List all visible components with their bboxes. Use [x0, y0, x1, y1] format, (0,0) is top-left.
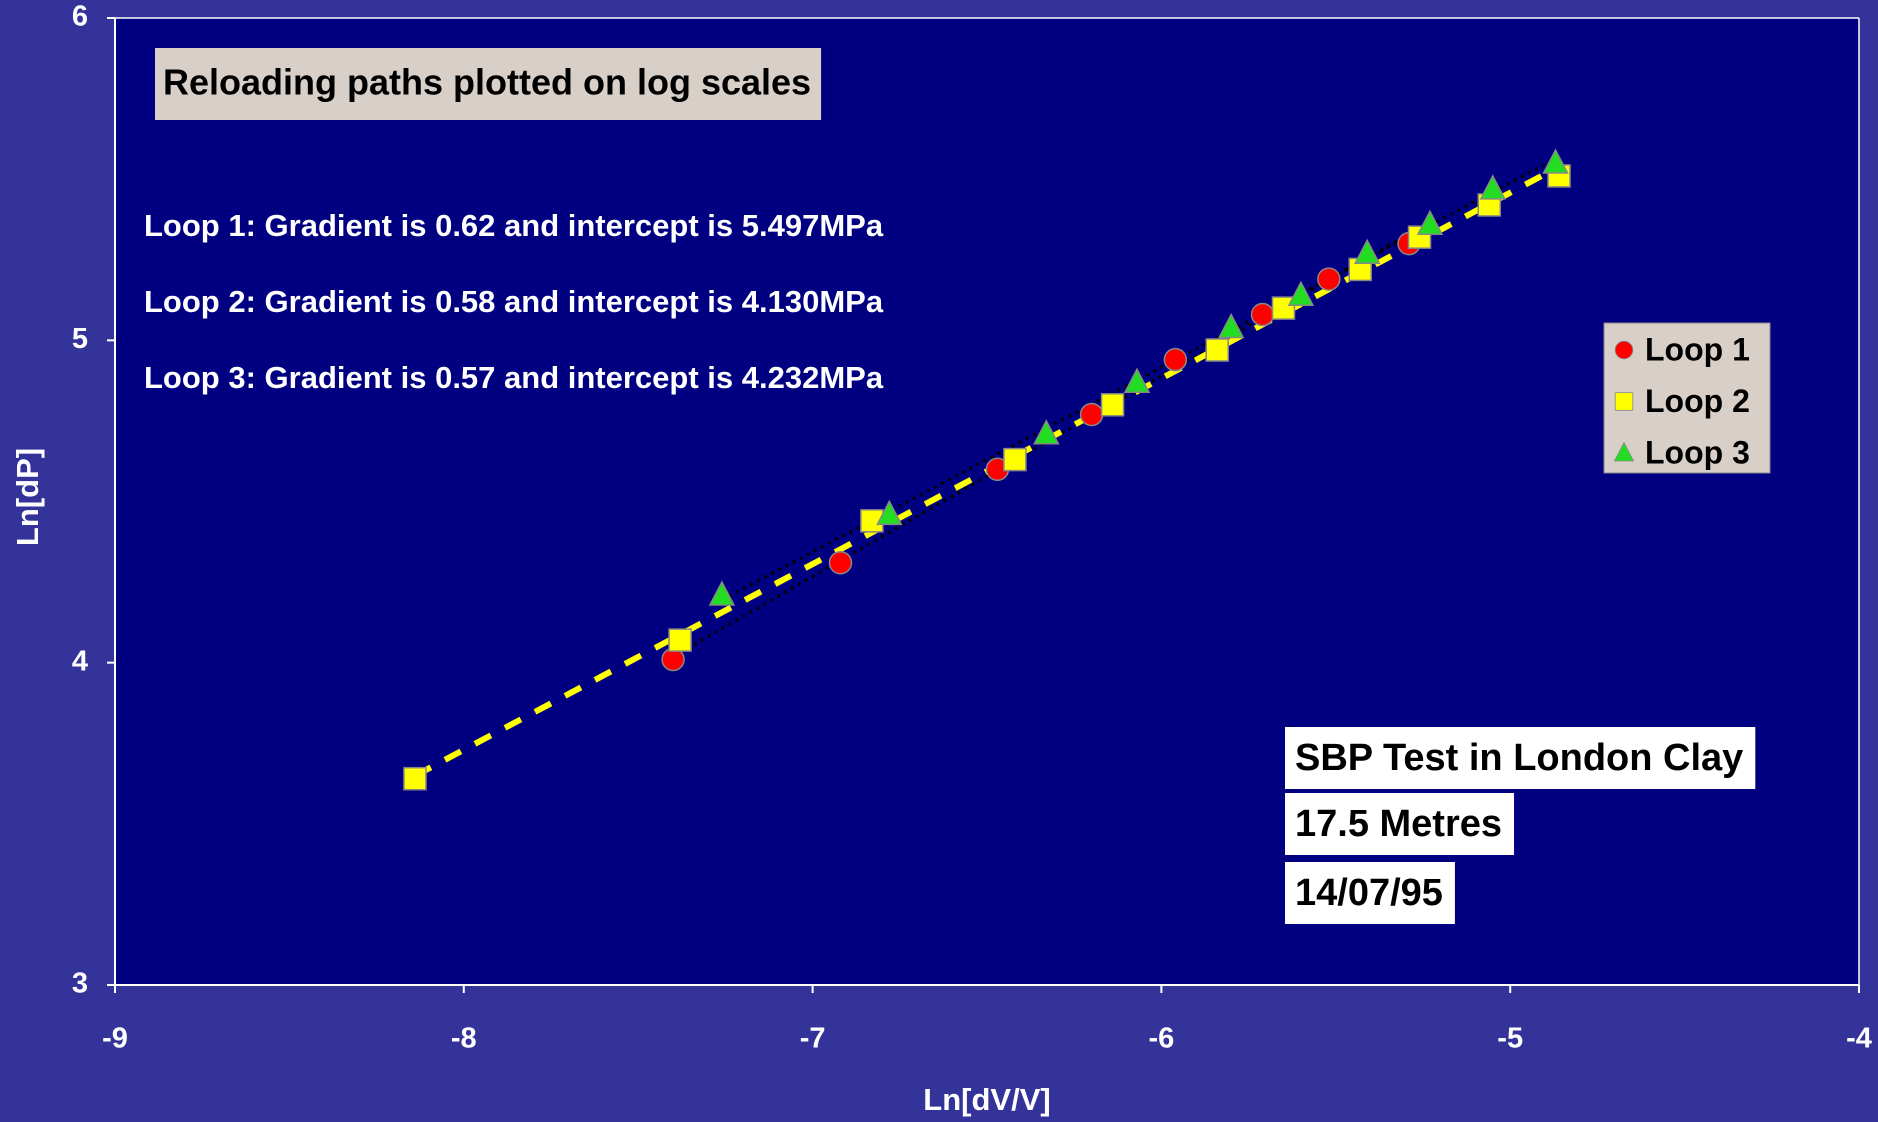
marker	[1100, 393, 1125, 417]
marker	[1613, 441, 1635, 462]
marker	[1416, 209, 1444, 236]
y-tick-label: 3	[72, 968, 88, 1000]
marker	[1271, 296, 1296, 320]
info-box	[1285, 727, 1756, 789]
info-text: 17.5 Metres	[1295, 803, 1502, 845]
legend-label: Loop 1	[1645, 331, 1750, 367]
legend-label: Loop 2	[1645, 383, 1750, 419]
info-text: 14/07/95	[1295, 872, 1443, 914]
plot-area	[115, 18, 1859, 985]
marker	[1123, 367, 1151, 393]
marker	[1163, 347, 1188, 372]
marker	[668, 628, 692, 652]
marker	[1479, 174, 1506, 200]
annotation: Loop 2: Gradient is 0.58 and intercept i…	[144, 284, 884, 319]
x-tick-label: -5	[1497, 1023, 1523, 1055]
chart-title: Reloading paths plotted on log scales	[163, 62, 811, 103]
marker	[1079, 402, 1104, 427]
info-box	[1285, 862, 1455, 924]
marker	[1287, 280, 1315, 306]
y-tick-label: 5	[72, 323, 88, 355]
annotation: Loop 3: Gradient is 0.57 and intercept i…	[144, 360, 884, 395]
marker	[403, 766, 427, 791]
y-tick-label: 4	[72, 645, 88, 677]
marker	[1614, 392, 1634, 411]
x-tick-label: -7	[800, 1023, 826, 1055]
y-tick-label: 6	[72, 1, 88, 33]
marker	[1217, 312, 1245, 339]
marker	[828, 550, 853, 575]
legend: Loop 1 Loop 2 Loop 3	[1603, 322, 1771, 474]
y-axis-label: Ln[dP]	[10, 448, 45, 546]
info-text: SBP Test in London Clay	[1295, 737, 1743, 779]
info-box	[1285, 793, 1515, 855]
marker	[1033, 419, 1060, 445]
marker	[1205, 338, 1229, 362]
marker	[1003, 447, 1027, 472]
marker	[1353, 238, 1381, 265]
x-tick-label: -9	[102, 1023, 128, 1055]
x-tick-label: -8	[451, 1023, 477, 1055]
marker	[1542, 148, 1569, 174]
legend-label: Loop 3	[1645, 434, 1750, 470]
trendline	[672, 232, 1410, 658]
marker	[876, 499, 903, 526]
x-axis-label: Ln[dV/V]	[923, 1082, 1050, 1117]
marker	[1317, 267, 1341, 291]
x-tick-label: -4	[1846, 1023, 1872, 1055]
title-box	[155, 48, 822, 120]
marker	[708, 580, 736, 606]
marker	[1614, 340, 1634, 360]
x-tick-label: -6	[1149, 1023, 1175, 1055]
annotation: Loop 1: Gradient is 0.62 and intercept i…	[144, 208, 884, 243]
marker	[1250, 302, 1275, 327]
